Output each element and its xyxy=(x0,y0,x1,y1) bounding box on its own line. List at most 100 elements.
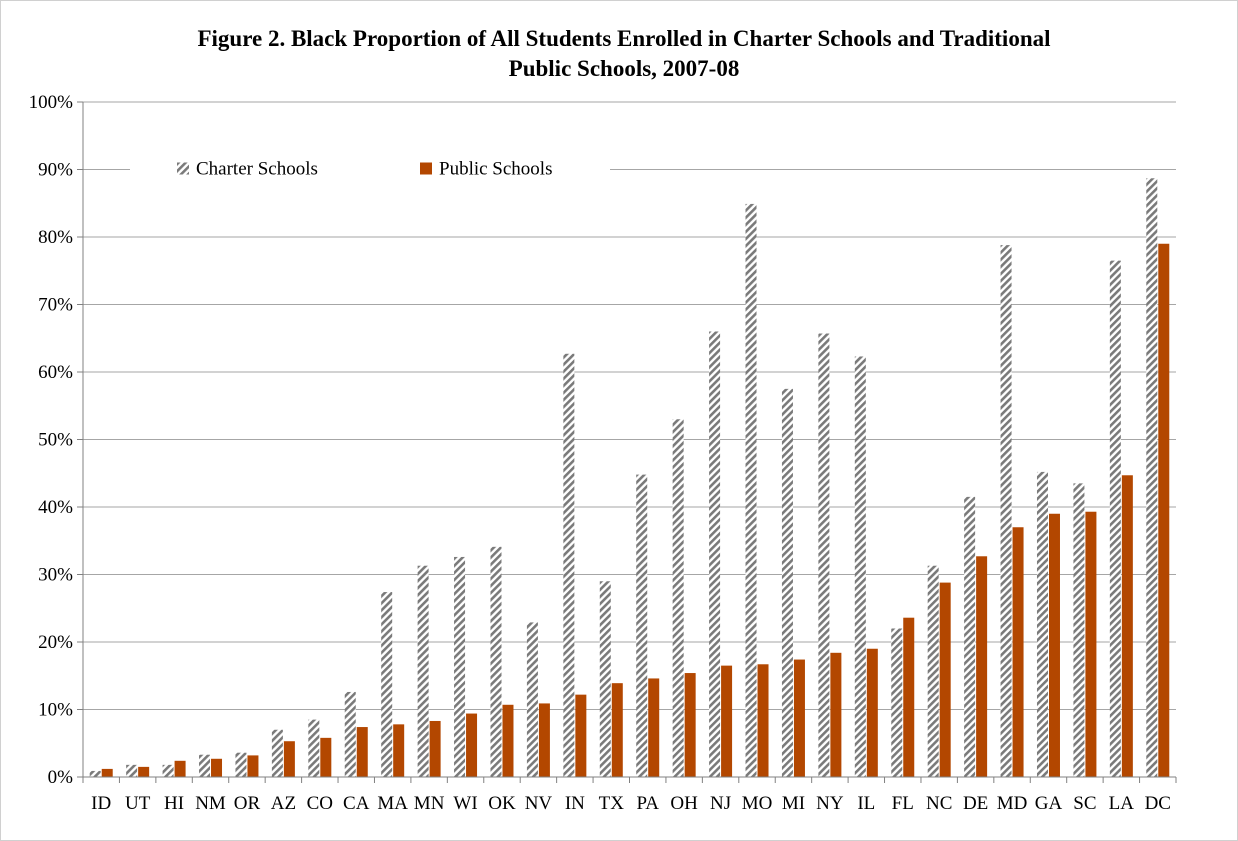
legend-swatch-charter xyxy=(177,162,189,175)
bar-charter-sc xyxy=(1073,483,1085,777)
bar-public-az xyxy=(283,741,295,777)
y-tick-label: 60% xyxy=(38,362,73,383)
bar-public-mn xyxy=(429,720,441,777)
bar-public-fl xyxy=(903,617,915,777)
bars xyxy=(89,178,1170,778)
bar-charter-nj xyxy=(709,331,721,777)
bar-public-sc xyxy=(1085,511,1097,777)
x-tick-label-sc: SC xyxy=(1073,793,1096,814)
x-tick-label-wi: WI xyxy=(453,793,477,814)
bar-public-ca xyxy=(356,727,368,777)
bar-public-nc xyxy=(939,582,951,777)
y-tick-label: 10% xyxy=(38,700,73,721)
x-tick-label-mi: MI xyxy=(782,793,805,814)
bar-charter-ca xyxy=(344,691,356,777)
bar-public-nm xyxy=(211,758,223,777)
y-tick-label: 100% xyxy=(29,92,74,113)
x-tick-label-md: MD xyxy=(997,793,1028,814)
y-tick-label: 50% xyxy=(38,430,73,451)
x-tick-label-nm: NM xyxy=(195,793,226,814)
bar-charter-nv xyxy=(526,622,538,777)
x-tick-label-la: LA xyxy=(1109,793,1135,814)
x-tick-label-nv: NV xyxy=(525,793,553,814)
bar-public-oh xyxy=(684,673,696,777)
bar-public-pa xyxy=(648,678,660,777)
bar-charter-md xyxy=(1000,245,1012,778)
bar-public-co xyxy=(320,737,332,777)
bar-public-la xyxy=(1121,475,1133,777)
y-tick-label: 80% xyxy=(38,227,73,248)
bar-public-de xyxy=(976,556,988,777)
legend-label-charter: Charter Schools xyxy=(196,159,318,180)
x-tick-label-de: DE xyxy=(963,793,988,814)
x-tick-label-hi: HI xyxy=(164,793,184,814)
x-tick-label-dc: DC xyxy=(1145,793,1171,814)
x-tick-label-or: OR xyxy=(234,793,261,814)
x-tick-label-co: CO xyxy=(307,793,333,814)
x-tick-label-tx: TX xyxy=(599,793,625,814)
bar-public-in xyxy=(575,694,587,777)
bar-charter-mi xyxy=(781,388,793,777)
bar-public-nj xyxy=(721,665,733,777)
bar-charter-la xyxy=(1109,260,1121,777)
bar-charter-wi xyxy=(454,556,466,777)
y-tick-label: 0% xyxy=(48,767,74,788)
bar-public-dc xyxy=(1158,243,1170,777)
x-tick-label-ok: OK xyxy=(488,793,516,814)
bar-charter-ok xyxy=(490,546,502,777)
bar-charter-de xyxy=(964,496,976,777)
bar-charter-ma xyxy=(381,592,393,777)
x-tick-label-oh: OH xyxy=(670,793,698,814)
gridlines xyxy=(83,101,1176,710)
legend-swatch-public xyxy=(420,162,432,175)
bar-public-wi xyxy=(466,713,478,777)
chart-title-line-1: Figure 2. Black Proportion of All Studen… xyxy=(197,26,1051,51)
bar-public-ma xyxy=(393,724,405,777)
bar-charter-co xyxy=(308,719,320,777)
bar-public-ga xyxy=(1048,513,1060,777)
bar-charter-mn xyxy=(417,565,429,777)
x-tick-label-az: AZ xyxy=(271,793,296,814)
x-tick-label-mo: MO xyxy=(742,793,773,814)
legend: Charter Schools Public Schools xyxy=(177,159,552,180)
x-tick-label-ma: MA xyxy=(377,793,408,814)
bar-charter-ny xyxy=(818,333,830,777)
bar-public-ny xyxy=(830,652,842,777)
x-tick-label-ca: CA xyxy=(343,793,370,814)
bar-charter-ut xyxy=(126,764,138,777)
x-tick-label-il: IL xyxy=(857,793,875,814)
x-tick-label-in: IN xyxy=(565,793,585,814)
y-tick-label: 30% xyxy=(38,565,73,586)
y-tick-label: 70% xyxy=(38,295,73,316)
bar-charter-az xyxy=(271,729,283,777)
bar-charter-nc xyxy=(927,565,939,777)
bar-public-ut xyxy=(138,766,150,777)
bar-charter-id xyxy=(89,770,101,777)
x-tick-label-ut: UT xyxy=(125,793,151,814)
bar-charter-dc xyxy=(1146,178,1158,777)
chart-title: Figure 2. Black Proportion of All Studen… xyxy=(0,24,1238,84)
x-tick-label-mn: MN xyxy=(414,793,445,814)
legend-label-public: Public Schools xyxy=(439,159,552,180)
bar-public-tx xyxy=(611,683,623,777)
bar-public-md xyxy=(1012,527,1024,777)
bar-public-il xyxy=(866,648,878,777)
y-tick-label: 90% xyxy=(38,160,73,181)
bar-charter-or xyxy=(235,752,247,777)
x-tick-label-ny: NY xyxy=(816,793,844,814)
bar-public-id xyxy=(101,768,113,777)
x-tick-label-fl: FL xyxy=(892,793,914,814)
bar-charter-in xyxy=(563,353,575,777)
bar-public-mo xyxy=(757,664,769,777)
y-tick-label: 20% xyxy=(38,632,73,653)
bar-charter-ga xyxy=(1036,471,1048,777)
y-tick-label: 40% xyxy=(38,497,73,518)
bar-charter-fl xyxy=(891,628,903,777)
bar-charter-hi xyxy=(162,764,174,777)
x-tick-label-pa: PA xyxy=(636,793,659,814)
bar-public-nv xyxy=(538,703,550,777)
bar-charter-mo xyxy=(745,203,757,778)
axes: 0% 10% 20% 30% 40% 50% 60% 70% 80% 90% 100% ID UT HI N… xyxy=(29,92,1177,814)
bar-public-ok xyxy=(502,704,514,777)
bar-charter-il xyxy=(854,356,866,777)
